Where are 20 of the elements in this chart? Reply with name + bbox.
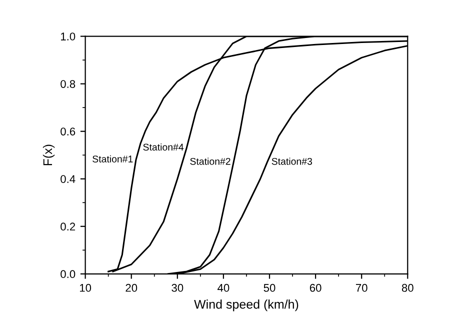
- x-tick-label: 20: [126, 284, 138, 292]
- y-tick-label: 0.0: [60, 270, 76, 278]
- x-tick-label: 40: [218, 284, 230, 292]
- series-label: Station#2: [190, 158, 230, 165]
- y-tick-label: 1.0: [61, 32, 76, 40]
- y-tick-label: 0.8: [60, 80, 76, 88]
- y-tick-label: 0.2: [60, 222, 76, 231]
- x-tick-label: 70: [356, 284, 368, 292]
- x-axis-title: Wind speed (km/h): [194, 300, 298, 312]
- series-label: Station#4: [143, 143, 184, 151]
- series-label: Station#3: [272, 158, 312, 165]
- series-label: Station#1: [92, 155, 133, 162]
- x-tick-label: 10: [80, 284, 92, 292]
- y-tick-label: 0.4: [60, 175, 76, 183]
- x-tick-label: 60: [310, 284, 322, 292]
- y-axis-title: F(x): [42, 144, 55, 166]
- y-tick-label: 0.6: [60, 128, 76, 136]
- x-tick-label: 80: [402, 284, 414, 292]
- x-tick-label: 30: [172, 284, 184, 292]
- x-tick-label: 50: [264, 284, 276, 292]
